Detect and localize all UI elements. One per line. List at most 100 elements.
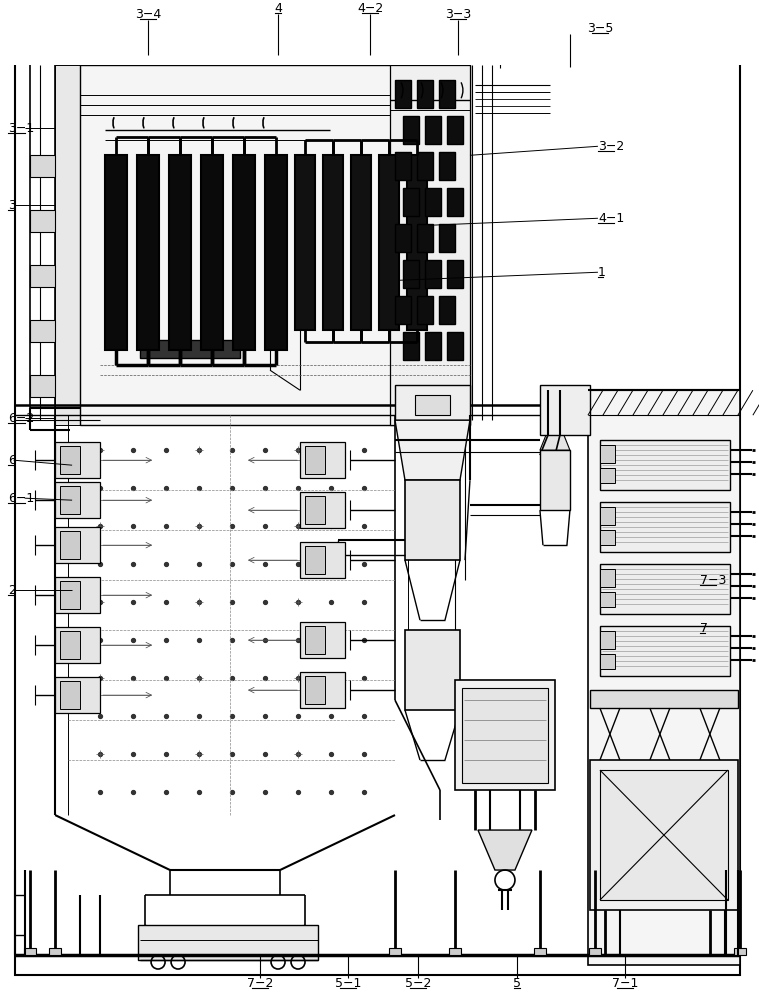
Bar (390, 65, 470, 425)
Bar (600, 440, 730, 490)
Text: 3−2: 3−2 (598, 140, 624, 153)
Text: 4−1: 4−1 (598, 212, 624, 225)
Bar (60, 486, 80, 514)
Bar (60, 581, 80, 609)
Polygon shape (395, 420, 470, 480)
Bar (55, 577, 100, 613)
Bar (590, 760, 738, 910)
Bar (80, 65, 470, 425)
Bar (201, 155, 223, 350)
Polygon shape (540, 430, 570, 450)
Bar (439, 152, 455, 180)
Text: 3−1: 3−1 (8, 122, 34, 135)
Bar (540, 385, 590, 435)
Bar (60, 681, 80, 709)
Bar (137, 155, 159, 350)
Bar (417, 296, 433, 324)
Bar (455, 680, 555, 790)
Bar (425, 188, 441, 216)
Text: 3: 3 (8, 199, 16, 212)
Bar (305, 626, 325, 654)
Text: 7−3: 7−3 (700, 574, 726, 587)
Bar (55, 65, 80, 425)
Bar (30, 320, 55, 342)
Bar (395, 224, 411, 252)
Bar (540, 450, 570, 510)
Bar (395, 80, 411, 108)
Bar (590, 690, 738, 708)
Bar (600, 592, 615, 607)
Bar (425, 260, 441, 288)
Bar (300, 672, 345, 708)
Bar (169, 155, 191, 350)
Bar (351, 155, 371, 330)
Text: 3−5: 3−5 (587, 22, 613, 35)
Bar (600, 445, 615, 463)
Bar (403, 188, 419, 216)
Bar (300, 542, 345, 578)
Bar (295, 155, 315, 330)
Bar (55, 677, 100, 713)
Bar (447, 332, 463, 360)
Bar (389, 948, 401, 955)
Bar (403, 332, 419, 360)
Bar (140, 340, 240, 358)
Bar (589, 948, 601, 955)
Bar (60, 531, 80, 559)
Bar (600, 631, 615, 649)
Bar (55, 527, 100, 563)
Bar (403, 116, 419, 144)
Bar (305, 546, 325, 574)
Bar (305, 446, 325, 474)
Bar (305, 496, 325, 524)
Bar (439, 80, 455, 108)
Bar (403, 260, 419, 288)
Bar (417, 152, 433, 180)
Bar (600, 770, 728, 900)
Bar (600, 654, 615, 669)
Bar (425, 332, 441, 360)
Bar (0, 55, 759, 65)
Text: 4: 4 (274, 2, 282, 15)
Text: 3−4: 3−4 (135, 8, 161, 21)
Text: 7−1: 7−1 (612, 977, 638, 990)
Bar (405, 480, 460, 560)
Bar (600, 626, 730, 676)
Bar (49, 948, 61, 955)
Text: 4−2: 4−2 (357, 2, 383, 15)
Bar (60, 631, 80, 659)
Bar (55, 482, 100, 518)
Bar (395, 152, 411, 180)
Bar (600, 564, 730, 614)
Text: 7−2: 7−2 (247, 977, 273, 990)
Text: 6: 6 (8, 454, 16, 467)
Bar (588, 390, 740, 965)
Bar (600, 569, 615, 587)
Bar (447, 116, 463, 144)
Bar (534, 948, 546, 955)
Bar (600, 507, 615, 525)
Polygon shape (478, 830, 532, 870)
Bar (425, 116, 441, 144)
Bar (417, 80, 433, 108)
Bar (415, 395, 450, 415)
Bar (395, 385, 470, 420)
Text: 2: 2 (8, 584, 16, 597)
Bar (138, 925, 318, 960)
Bar (447, 260, 463, 288)
Bar (323, 155, 343, 330)
Bar (600, 502, 730, 552)
Text: 3−3: 3−3 (445, 8, 471, 21)
Bar (439, 224, 455, 252)
Bar (300, 442, 345, 478)
Text: 5−2: 5−2 (405, 977, 431, 990)
Bar (55, 442, 100, 478)
Text: 5: 5 (513, 977, 521, 990)
Bar (379, 155, 399, 330)
Bar (462, 688, 548, 783)
Bar (439, 296, 455, 324)
Bar (395, 296, 411, 324)
Bar (300, 622, 345, 658)
Bar (417, 224, 433, 252)
Bar (233, 155, 255, 350)
